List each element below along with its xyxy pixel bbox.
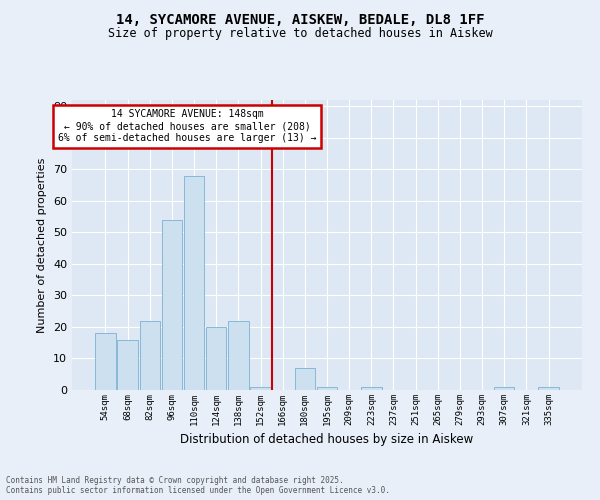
Bar: [95, 334, 116, 390]
Bar: [361, 387, 382, 390]
Bar: [538, 387, 559, 390]
Bar: [250, 387, 271, 390]
Bar: [140, 320, 160, 390]
Text: Size of property relative to detached houses in Aiskew: Size of property relative to detached ho…: [107, 28, 493, 40]
Bar: [184, 176, 204, 390]
Bar: [228, 320, 248, 390]
Text: 14 SYCAMORE AVENUE: 148sqm
← 90% of detached houses are smaller (208)
6% of semi: 14 SYCAMORE AVENUE: 148sqm ← 90% of deta…: [58, 110, 317, 142]
Y-axis label: Number of detached properties: Number of detached properties: [37, 158, 47, 332]
Text: 14, SYCAMORE AVENUE, AISKEW, BEDALE, DL8 1FF: 14, SYCAMORE AVENUE, AISKEW, BEDALE, DL8…: [116, 12, 484, 26]
X-axis label: Distribution of detached houses by size in Aiskew: Distribution of detached houses by size …: [181, 434, 473, 446]
Text: Contains HM Land Registry data © Crown copyright and database right 2025.
Contai: Contains HM Land Registry data © Crown c…: [6, 476, 390, 495]
Bar: [317, 387, 337, 390]
Bar: [118, 340, 138, 390]
Bar: [161, 220, 182, 390]
Bar: [494, 387, 514, 390]
Bar: [206, 327, 226, 390]
Bar: [295, 368, 315, 390]
